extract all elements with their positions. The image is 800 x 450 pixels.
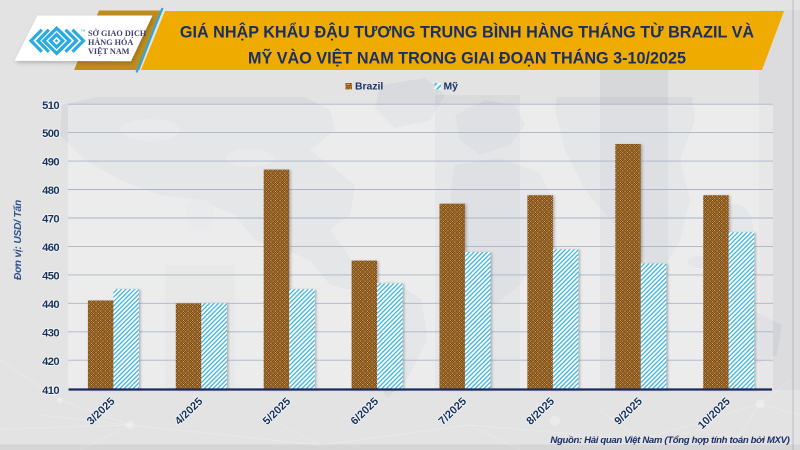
svg-text:420: 420 <box>42 356 59 368</box>
svg-text:Đơn vị: USD/ Tấn: Đơn vị: USD/ Tấn <box>12 200 24 280</box>
svg-text:470: 470 <box>42 214 59 226</box>
svg-text:MỸ VÀO VIỆT NAM TRONG GIAI ĐOẠ: MỸ VÀO VIỆT NAM TRONG GIAI ĐOẠN THÁNG 3-… <box>248 48 686 68</box>
svg-text:480: 480 <box>42 185 59 197</box>
svg-text:™: ™ <box>81 29 86 35</box>
svg-text:Mỹ: Mỹ <box>444 82 459 93</box>
svg-text:Brazil: Brazil <box>355 82 383 93</box>
svg-text:GIÁ NHẬP KHẨU ĐẬU TƯƠNG TRUNG: GIÁ NHẬP KHẨU ĐẬU TƯƠNG TRUNG BÌNH HÀNG … <box>180 23 755 42</box>
svg-text:SỞ GIAO DỊCH: SỞ GIAO DỊCH <box>88 28 147 38</box>
svg-text:HÀNG HÓA: HÀNG HÓA <box>88 37 133 47</box>
svg-text:510: 510 <box>42 100 59 112</box>
svg-text:VIỆT NAM: VIỆT NAM <box>88 47 130 56</box>
svg-text:Nguồn: Hải quan Việt Nam (Tổng: Nguồn: Hải quan Việt Nam (Tổng hợp tính … <box>550 435 789 446</box>
svg-text:500: 500 <box>42 128 59 140</box>
svg-text:460: 460 <box>42 242 59 254</box>
svg-text:440: 440 <box>42 299 59 311</box>
svg-text:410: 410 <box>42 385 59 397</box>
svg-text:490: 490 <box>42 157 59 169</box>
svg-text:450: 450 <box>42 271 59 283</box>
svg-text:430: 430 <box>42 327 59 339</box>
